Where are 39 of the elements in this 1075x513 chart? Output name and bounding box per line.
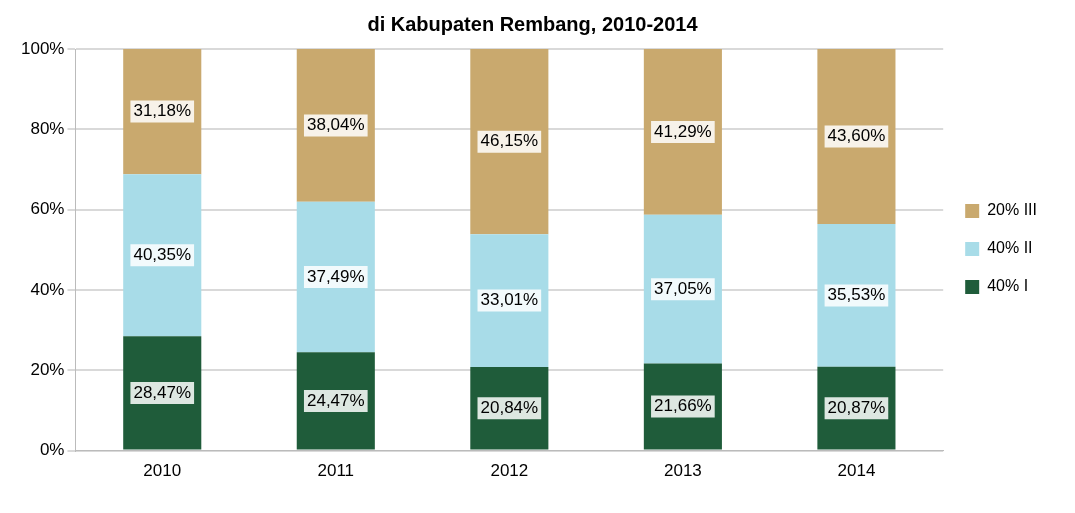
legend-label: 20% III <box>987 201 1038 219</box>
y-tick-label: 40% <box>30 279 65 299</box>
legend-label: 40% I <box>987 277 1029 295</box>
bar <box>123 174 202 337</box>
x-tick-label: 2011 <box>317 461 355 481</box>
bar <box>296 49 375 202</box>
data-label: 37,49% <box>306 266 365 286</box>
data-label: 40,35% <box>133 244 192 264</box>
x-tick-label: 2013 <box>663 461 702 481</box>
data-label: 28,47% <box>133 382 192 402</box>
y-tick-label: 80% <box>30 119 65 139</box>
data-label: 37,05% <box>654 278 712 298</box>
y-tick-label: 20% <box>30 359 65 379</box>
data-label: 38,04% <box>306 115 365 135</box>
data-label: 33,01% <box>480 290 539 310</box>
data-label: 35,53% <box>827 285 886 305</box>
bar <box>817 224 896 367</box>
y-tick-label: 0% <box>39 440 65 460</box>
bar <box>643 214 722 364</box>
data-label: 41,29% <box>654 121 712 141</box>
data-label: 21,66% <box>654 396 712 416</box>
x-tick-label: 2014 <box>837 461 876 481</box>
y-tick-label: 100% <box>21 38 65 58</box>
data-label: 31,18% <box>133 101 192 121</box>
data-label: 20,87% <box>827 397 886 417</box>
bar <box>643 49 722 215</box>
data-label: 46,15% <box>480 131 539 151</box>
data-label: 24,47% <box>306 390 365 410</box>
data-label: 20,84% <box>480 397 539 417</box>
bar <box>470 49 549 235</box>
data-label: 43,60% <box>827 126 886 146</box>
bar <box>817 49 896 225</box>
x-tick-label: 2010 <box>143 461 182 481</box>
chart-title: di Kabupaten Rembang, 2010-2014 <box>367 12 699 35</box>
x-tick-label: 2012 <box>490 461 529 481</box>
bar <box>296 201 375 353</box>
y-tick-label: 60% <box>30 199 65 219</box>
bar <box>470 234 549 367</box>
legend-label: 40% II <box>987 239 1033 257</box>
